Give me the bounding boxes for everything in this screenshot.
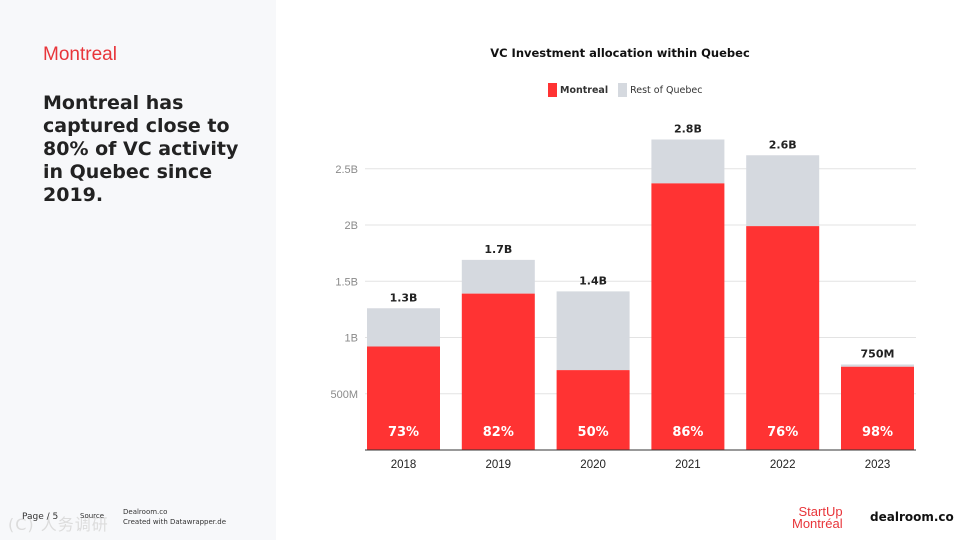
startup-montreal-logo: StartUp Montréal (792, 504, 843, 531)
credit-source: Dealroom.co (123, 508, 168, 516)
bar-total-label: 1.7B (484, 243, 512, 256)
bar-share-label: 86% (672, 425, 703, 440)
bar-montreal (556, 370, 630, 450)
chart-legend: Montreal Rest of Quebec (548, 83, 712, 97)
bar-share-label: 50% (578, 425, 609, 440)
x-tick-label: 2022 (770, 459, 796, 471)
bar-rest-of-quebec (841, 364, 914, 367)
bar-total-label: 750M (861, 348, 895, 361)
legend-label-rest: Rest of Quebec (630, 84, 703, 96)
bar-total-label: 2.8B (674, 123, 702, 136)
bar-rest-of-quebec (461, 259, 535, 294)
bar-rest-of-quebec (367, 308, 440, 347)
x-tick-label: 2023 (865, 459, 891, 471)
x-tick-label: 2019 (486, 459, 512, 471)
bar-montreal (367, 346, 440, 450)
y-tick-label: 500M (330, 389, 358, 401)
bar-share-label: 82% (483, 425, 514, 440)
page-number: Page / 5 (22, 512, 59, 522)
bar-total-label: 1.3B (390, 291, 418, 304)
legend-swatch-rest (618, 83, 628, 97)
bar-share-label: 98% (862, 425, 893, 440)
bar-rest-of-quebec (746, 155, 820, 227)
left-panel (0, 0, 276, 540)
chart-title: VC Investment allocation within Quebec (490, 46, 750, 60)
bar-montreal (651, 183, 725, 450)
source-label: Source (80, 512, 105, 520)
y-tick-label: 2B (345, 220, 358, 232)
legend-label-montreal: Montreal (560, 84, 609, 96)
credit-tool: Created with Datawrapper.de (123, 518, 227, 526)
y-tick-label: 1.5B (335, 276, 358, 288)
bar-rest-of-quebec (651, 139, 725, 184)
legend-item-montreal: Montreal (548, 83, 608, 97)
bar-share-label: 76% (767, 425, 798, 440)
dealroom-logo: dealroom.co (870, 510, 954, 524)
bar-total-label: 1.4B (579, 274, 607, 287)
section-label: Montreal (43, 44, 117, 65)
bar-rest-of-quebec (556, 291, 630, 371)
logo-line-2: Montréal (792, 516, 843, 531)
bar-total-label: 2.6B (769, 138, 797, 151)
legend-item-rest: Rest of Quebec (618, 83, 702, 97)
headline: Montreal has captured close to 80% of VC… (43, 92, 239, 206)
watermark: (C) 人务调研 (8, 515, 109, 534)
y-tick-label: 1B (345, 333, 358, 345)
source-credit: Dealroom.co Created with Datawrapper.de (123, 507, 226, 527)
x-tick-label: 2021 (675, 459, 701, 471)
legend-swatch-montreal (548, 83, 557, 97)
x-tick-label: 2020 (580, 459, 606, 471)
bar-montreal (461, 293, 535, 450)
bar-montreal (746, 226, 820, 450)
logo-line-1: StartUp (798, 504, 843, 519)
y-tick-label: 2.5B (335, 164, 358, 176)
x-tick-label: 2018 (391, 459, 417, 471)
bar-share-label: 73% (388, 425, 419, 440)
bar-montreal (841, 366, 914, 450)
